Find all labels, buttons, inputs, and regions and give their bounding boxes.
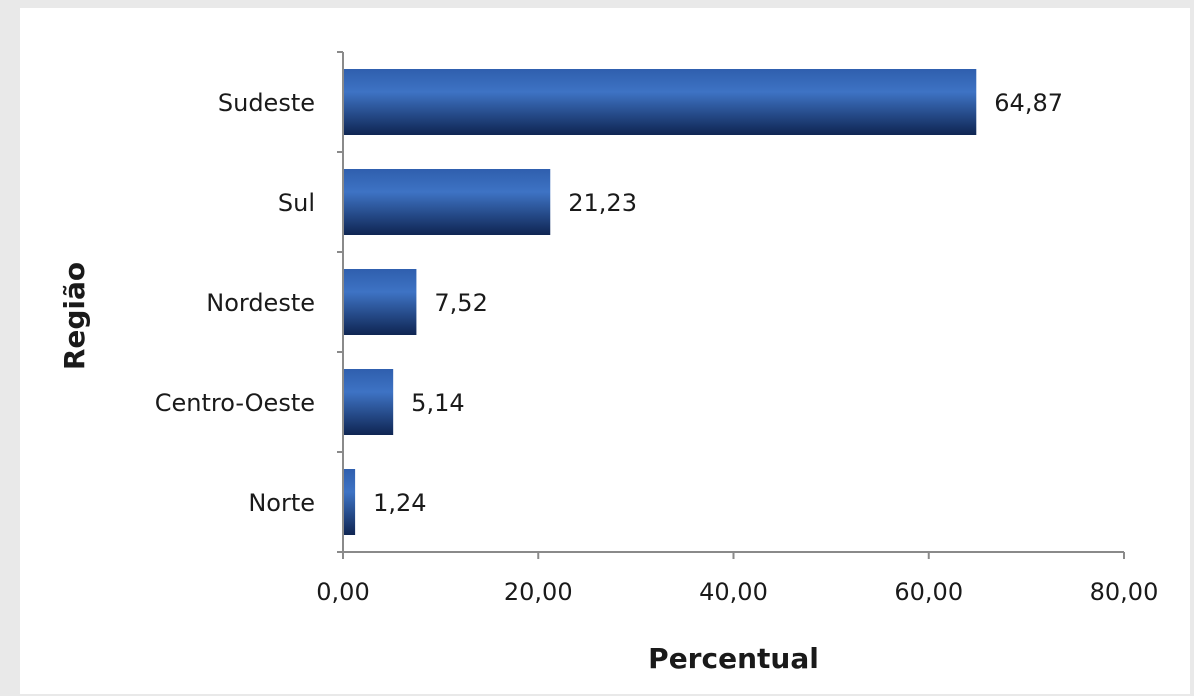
bar-sudeste xyxy=(344,69,976,135)
category-label: Sudeste xyxy=(218,89,315,117)
x-tick-label: 40,00 xyxy=(699,578,768,606)
category-label: Nordeste xyxy=(206,289,315,317)
x-tick-label: 20,00 xyxy=(504,578,573,606)
labels: Sudeste 64,87 Sul 21,23 Nordeste 7,52 Centro-O… xyxy=(155,52,1159,606)
bar-sul xyxy=(344,169,550,235)
category-label: Norte xyxy=(248,489,315,517)
data-label: 1,24 xyxy=(373,489,426,517)
x-axis-title: Percentual xyxy=(648,642,819,675)
x-tick-label: 80,00 xyxy=(1090,578,1159,606)
x-tick-label: 60,00 xyxy=(894,578,963,606)
x-tick-label: 0,00 xyxy=(316,578,369,606)
y-axis-title: Região xyxy=(58,262,91,370)
data-label: 7,52 xyxy=(434,289,487,317)
bar-norte xyxy=(344,469,355,535)
bar-centro-oeste xyxy=(344,369,393,435)
bar-nordeste xyxy=(344,269,416,335)
data-label: 5,14 xyxy=(411,389,464,417)
data-label: 21,23 xyxy=(568,189,637,217)
category-label: Centro-Oeste xyxy=(155,389,315,417)
category-label: Sul xyxy=(278,189,315,217)
data-label: 64,87 xyxy=(994,89,1063,117)
